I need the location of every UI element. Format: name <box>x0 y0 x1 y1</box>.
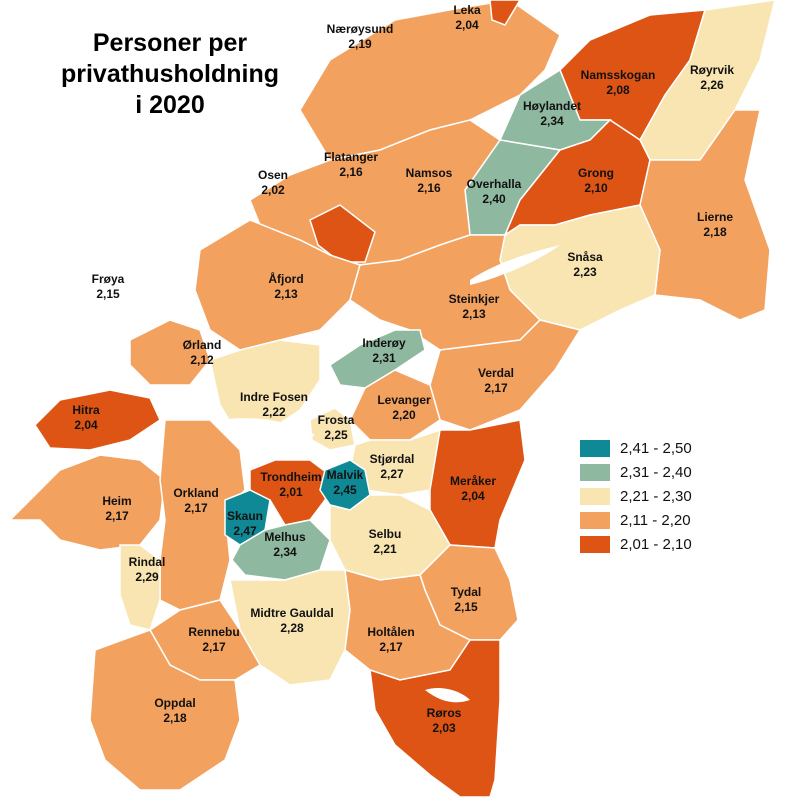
legend-label: 2,21 - 2,30 <box>620 487 692 505</box>
label-midtre-gauldal: Midtre Gauldal 2,28 <box>250 606 334 635</box>
region-levanger[interactable] <box>349 369 441 441</box>
region-afjord[interactable] <box>194 219 361 351</box>
label-namsskogan: Namsskogan 2,08 <box>580 68 656 97</box>
label-oppdal: Oppdal 2,18 <box>154 696 196 725</box>
legend-item: 2,41 - 2,50 <box>580 436 692 460</box>
label-naeroysund: Nærøysund 2,19 <box>326 22 394 51</box>
legend-swatch <box>580 511 610 529</box>
label-froya: Frøya 2,15 <box>91 272 125 301</box>
lake-snasa <box>470 245 560 285</box>
label-holtalen: Holtålen 2,17 <box>367 625 415 654</box>
label-osen: Osen 2,02 <box>257 168 289 197</box>
map-title: Personer per privathusholdning i 2020 <box>40 28 300 121</box>
legend-swatch <box>580 535 610 553</box>
region-meraker[interactable] <box>429 419 526 549</box>
legend-item: 2,11 - 2,20 <box>580 508 692 532</box>
label-leka: Leka 2,04 <box>453 3 481 32</box>
label-melhus: Melhus 2,34 <box>264 530 306 559</box>
region-heim[interactable] <box>8 454 166 551</box>
label-roros: Røros 2,03 <box>426 706 462 735</box>
label-selbu: Selbu 2,21 <box>368 527 402 556</box>
legend-label: 2,41 - 2,50 <box>620 439 692 457</box>
legend-swatch <box>580 439 610 457</box>
legend-item: 2,21 - 2,30 <box>580 484 692 508</box>
label-orland: Ørland 2,12 <box>182 338 222 367</box>
label-stjordal: Stjørdal 2,27 <box>369 452 415 481</box>
region-roros[interactable] <box>369 639 501 797</box>
label-heim: Heim 2,17 <box>102 494 132 523</box>
label-skaun: Skaun 2,47 <box>226 509 264 538</box>
label-grong: Grong 2,10 <box>578 166 614 195</box>
label-namsos: Namsos 2,16 <box>405 166 453 195</box>
region-inderoy[interactable] <box>329 329 426 389</box>
label-indre-fosen: Indre Fosen 2,22 <box>239 390 309 419</box>
label-meraker: Meråker 2,04 <box>449 474 497 503</box>
legend-swatch <box>580 463 610 481</box>
label-royrvik: Røyrvik 2,26 <box>689 63 735 92</box>
legend-label: 2,11 - 2,20 <box>620 511 691 529</box>
label-levanger: Levanger 2,20 <box>377 393 431 422</box>
legend-label: 2,01 - 2,10 <box>620 535 692 553</box>
label-verdal: Verdal 2,17 <box>477 366 515 395</box>
label-orkland: Orkland 2,17 <box>173 486 219 515</box>
label-malvik: Malvik 2,45 <box>326 468 364 497</box>
trondheimsfjord <box>220 418 315 447</box>
legend-item: 2,01 - 2,10 <box>580 532 692 556</box>
legend-item: 2,31 - 2,40 <box>580 460 692 484</box>
region-melhus[interactable] <box>231 519 331 581</box>
label-afjord: Åfjord 2,13 <box>268 272 304 301</box>
region-hitra[interactable] <box>34 389 161 451</box>
label-trondheim: Trondheim 2,01 <box>260 470 322 499</box>
lake-roros <box>425 688 470 703</box>
region-oppdal[interactable] <box>89 629 241 791</box>
region-leka[interactable] <box>489 0 521 26</box>
title-line-2: privathusholdning <box>60 60 280 88</box>
label-rindal: Rindal 2,29 <box>128 555 166 584</box>
label-inderoy: Inderøy 2,31 <box>362 336 406 365</box>
legend-label: 2,31 - 2,40 <box>620 463 692 481</box>
label-overhalla: Overhalla 2,40 <box>466 177 522 206</box>
label-flatanger: Flatanger 2,16 <box>323 150 379 179</box>
title-line-3: i 2020 <box>135 91 205 119</box>
region-rindal[interactable] <box>119 544 161 631</box>
label-lierne: Lierne 2,18 <box>696 210 734 239</box>
region-orland[interactable] <box>129 319 211 386</box>
label-tydal: Tydal 2,15 <box>450 585 482 614</box>
label-hoylandet: Høylandet 2,34 <box>522 99 582 128</box>
title-line-1: Personer per <box>92 29 248 57</box>
region-indre-fosen[interactable] <box>209 339 321 431</box>
legend: 2,41 - 2,50 2,31 - 2,40 2,21 - 2,30 2,11… <box>580 436 692 556</box>
legend-swatch <box>580 487 610 505</box>
label-snasa: Snåsa 2,23 <box>567 250 603 279</box>
label-rennebu: Rennebu 2,17 <box>188 625 240 654</box>
label-steinkjer: Steinkjer 2,13 <box>448 292 500 321</box>
label-hitra: Hitra 2,04 <box>72 403 100 432</box>
label-frosta: Frosta 2,25 <box>317 413 355 442</box>
region-osen[interactable] <box>309 204 376 263</box>
